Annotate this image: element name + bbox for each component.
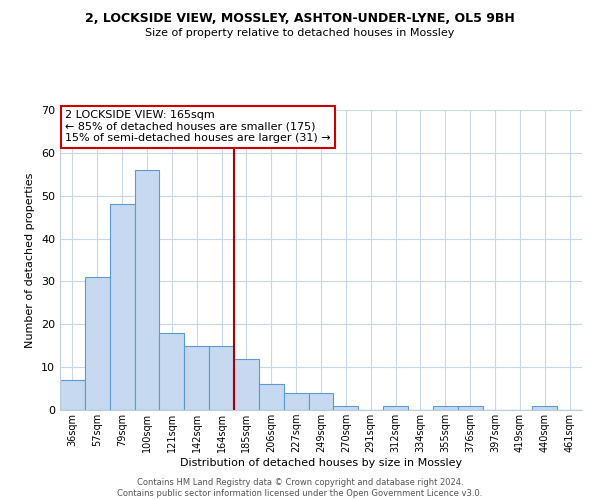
Bar (134, 170, 160, 410)
Bar (383, 406, 408, 410)
Bar (433, 406, 458, 410)
Bar (85, 277, 110, 410)
Bar (184, 346, 209, 410)
Bar (532, 406, 557, 410)
Bar (259, 384, 284, 410)
Bar (60, 380, 85, 410)
Bar (110, 204, 134, 410)
Text: Contains HM Land Registry data © Crown copyright and database right 2024.
Contai: Contains HM Land Registry data © Crown c… (118, 478, 482, 498)
Bar (458, 406, 482, 410)
Bar (308, 393, 334, 410)
Text: Size of property relative to detached houses in Mossley: Size of property relative to detached ho… (145, 28, 455, 38)
Bar (334, 406, 358, 410)
Y-axis label: Number of detached properties: Number of detached properties (25, 172, 35, 348)
Text: 2 LOCKSIDE VIEW: 165sqm
← 85% of detached houses are smaller (175)
15% of semi-d: 2 LOCKSIDE VIEW: 165sqm ← 85% of detache… (65, 110, 331, 143)
Bar (284, 393, 308, 410)
Text: 2, LOCKSIDE VIEW, MOSSLEY, ASHTON-UNDER-LYNE, OL5 9BH: 2, LOCKSIDE VIEW, MOSSLEY, ASHTON-UNDER-… (85, 12, 515, 26)
Bar (209, 346, 234, 410)
X-axis label: Distribution of detached houses by size in Mossley: Distribution of detached houses by size … (180, 458, 462, 468)
Bar (234, 358, 259, 410)
Bar (160, 333, 184, 410)
